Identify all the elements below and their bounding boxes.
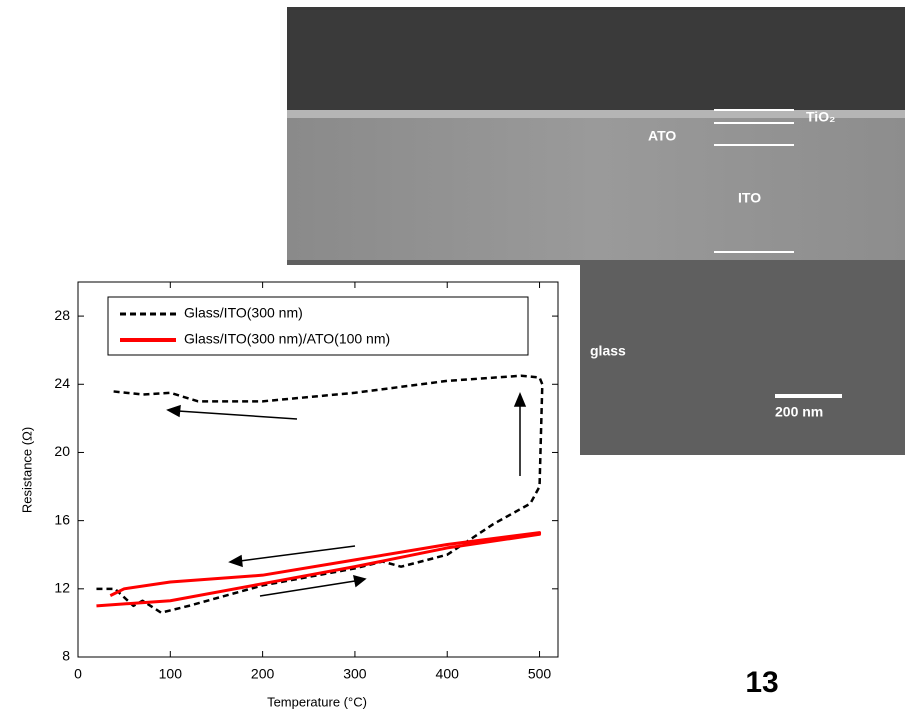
legend-box bbox=[107, 296, 529, 356]
y-tick-label: 28 bbox=[54, 307, 70, 323]
y-tick-label: 24 bbox=[54, 375, 70, 391]
page-number: 13 bbox=[745, 666, 778, 699]
y-tick-label: 20 bbox=[54, 443, 70, 459]
x-tick-label: 100 bbox=[159, 666, 183, 682]
sem-label: ITO bbox=[738, 190, 761, 206]
x-tick-label: 500 bbox=[528, 666, 552, 682]
x-tick-label: 300 bbox=[343, 666, 367, 682]
x-tick-label: 400 bbox=[436, 666, 460, 682]
legend-label: Glass/ITO(300 nm)/ATO(100 nm) bbox=[184, 331, 390, 347]
series-line bbox=[96, 531, 542, 608]
x-tick-label: 200 bbox=[251, 666, 275, 682]
sem-label: TiO₂ bbox=[806, 109, 835, 125]
series-line bbox=[96, 374, 544, 614]
x-axis-label: Temperature (°C) bbox=[267, 694, 367, 709]
arrows bbox=[166, 392, 527, 597]
sem-label: glass bbox=[590, 343, 626, 359]
sem-label: 200 nm bbox=[775, 404, 823, 420]
y-tick-label: 12 bbox=[54, 580, 70, 596]
y-axis-label: Resistance (Ω) bbox=[19, 427, 34, 513]
x-tick-label: 0 bbox=[74, 666, 82, 682]
plot-frame bbox=[77, 281, 559, 658]
y-tick-label: 16 bbox=[54, 511, 70, 527]
legend-label: Glass/ITO(300 nm) bbox=[184, 305, 303, 321]
sem-label: ATO bbox=[648, 128, 676, 144]
y-tick-label: 8 bbox=[62, 648, 70, 664]
